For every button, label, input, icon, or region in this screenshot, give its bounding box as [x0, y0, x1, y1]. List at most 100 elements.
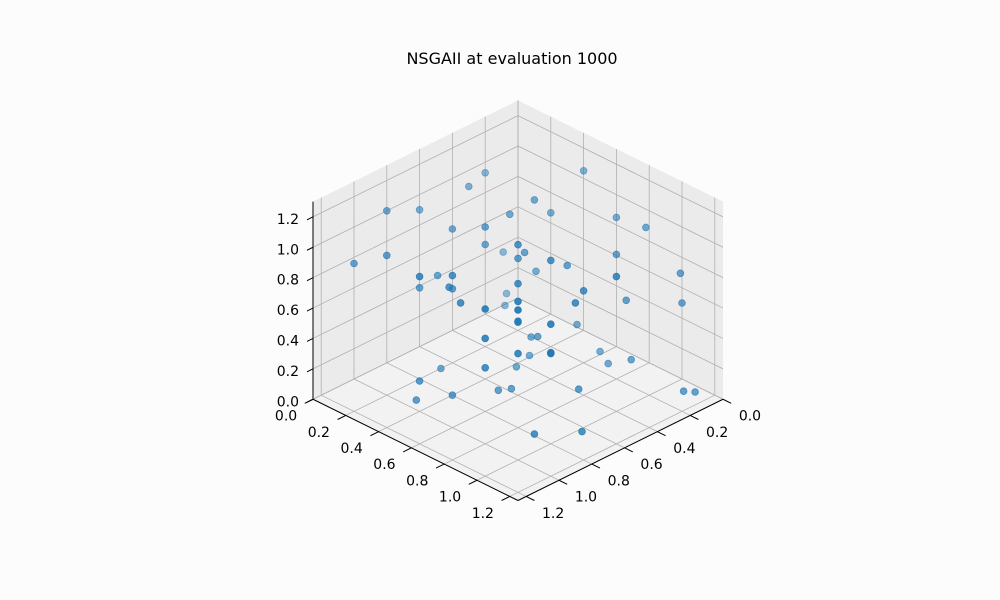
data-point	[456, 299, 465, 307]
x-tick-label: 0.4	[673, 441, 695, 457]
data-point	[514, 306, 522, 314]
z-tick-label: 0.6	[277, 303, 299, 319]
z-tick-mark	[306, 368, 314, 373]
grid-line	[312, 145, 519, 248]
grid-line	[444, 362, 650, 465]
x-axis-line	[517, 398, 724, 501]
z-tick-mark	[306, 307, 314, 312]
data-point	[514, 297, 522, 306]
data-point	[525, 351, 534, 360]
data-point	[571, 299, 580, 307]
y-tick-mark	[402, 447, 412, 453]
data-point	[604, 359, 612, 368]
y-tick-label: 0.2	[308, 425, 330, 441]
y-tick-label: 1.0	[439, 490, 461, 506]
data-point	[627, 355, 635, 364]
data-point	[579, 167, 588, 175]
grid-line	[452, 330, 658, 433]
data-point	[481, 334, 490, 343]
data-point	[573, 320, 581, 329]
data-point	[514, 349, 522, 358]
data-point	[350, 259, 358, 268]
data-point	[382, 251, 391, 260]
z-tick-mark	[306, 216, 314, 221]
grid-line	[517, 176, 724, 279]
data-point	[499, 248, 508, 256]
axis-lines	[312, 201, 724, 501]
z-tick-label: 1.2	[277, 212, 299, 228]
data-point	[532, 267, 540, 276]
tick-labels: 0.0 0.2 0.4 0.6 0.8 1.0 1.2 0.0 0.2 0.4 0.6 0.8 1.0 1…	[275, 212, 761, 522]
z-tick-mark	[306, 277, 314, 282]
data-point	[642, 223, 650, 232]
data-point	[494, 386, 503, 395]
grid-line	[517, 236, 724, 339]
data-point	[530, 430, 539, 438]
data-point	[501, 301, 509, 310]
grid-line	[321, 394, 527, 497]
grid-line	[345, 313, 551, 416]
y-tick-mark	[435, 463, 445, 469]
y-tick-mark	[337, 415, 347, 420]
data-point	[448, 391, 457, 400]
data-point	[546, 256, 555, 265]
data-point	[612, 213, 621, 222]
x-tick-mark	[657, 431, 666, 437]
x-tick-mark	[689, 415, 699, 420]
x-tick-label: 0.2	[706, 425, 728, 441]
data-point	[437, 364, 445, 373]
grid-line	[353, 378, 560, 481]
z-tick-label: 0.8	[277, 273, 299, 289]
data-point	[448, 225, 457, 233]
x-tick-mark	[591, 463, 601, 469]
grid-line	[517, 206, 724, 309]
x-tick-label: 0.8	[608, 473, 630, 489]
data-point	[481, 363, 490, 372]
y-tick-label: 0.0	[275, 409, 297, 425]
data-point	[530, 196, 539, 204]
y-tick-label: 0.4	[341, 441, 363, 457]
data-point	[563, 261, 571, 270]
data-point	[579, 286, 588, 295]
z-tick-label: 0.0	[277, 394, 299, 410]
z-tick-label: 1.0	[277, 242, 299, 258]
data-point	[382, 207, 391, 215]
grid-line	[517, 297, 724, 400]
right-wall-pane	[518, 100, 723, 400]
grid-line	[485, 313, 691, 416]
data-point	[481, 305, 490, 313]
y-tick-label: 0.6	[373, 457, 395, 473]
grid-line	[312, 297, 519, 400]
data-point	[481, 240, 490, 249]
z-tick-label: 0.4	[277, 333, 299, 349]
y-axis-line	[312, 398, 519, 501]
x-tick-label: 0.0	[739, 409, 761, 425]
y-tick-label: 0.8	[406, 473, 428, 489]
data-point	[527, 333, 535, 341]
data-point	[512, 362, 521, 371]
grid-line	[411, 346, 617, 449]
grid-line	[312, 176, 519, 279]
data-point	[596, 347, 604, 356]
data-point	[415, 272, 424, 281]
grid-line	[517, 115, 724, 218]
data-point	[678, 299, 686, 307]
data-point	[676, 269, 685, 278]
data-point	[612, 272, 621, 281]
data-point	[514, 240, 522, 249]
data-point	[546, 320, 555, 329]
data-point	[507, 384, 516, 393]
data-point	[412, 396, 421, 404]
x-tick-mark	[624, 447, 634, 453]
data-points	[350, 167, 699, 438]
data-point	[464, 182, 473, 191]
left-wall-pane	[313, 100, 518, 400]
y-tick-mark	[501, 496, 511, 501]
data-point	[612, 250, 621, 259]
z-tick-mark	[306, 398, 314, 403]
z-tick-mark	[306, 246, 314, 251]
data-point	[520, 248, 529, 257]
grid-line	[312, 236, 519, 339]
grid-line	[378, 330, 584, 433]
